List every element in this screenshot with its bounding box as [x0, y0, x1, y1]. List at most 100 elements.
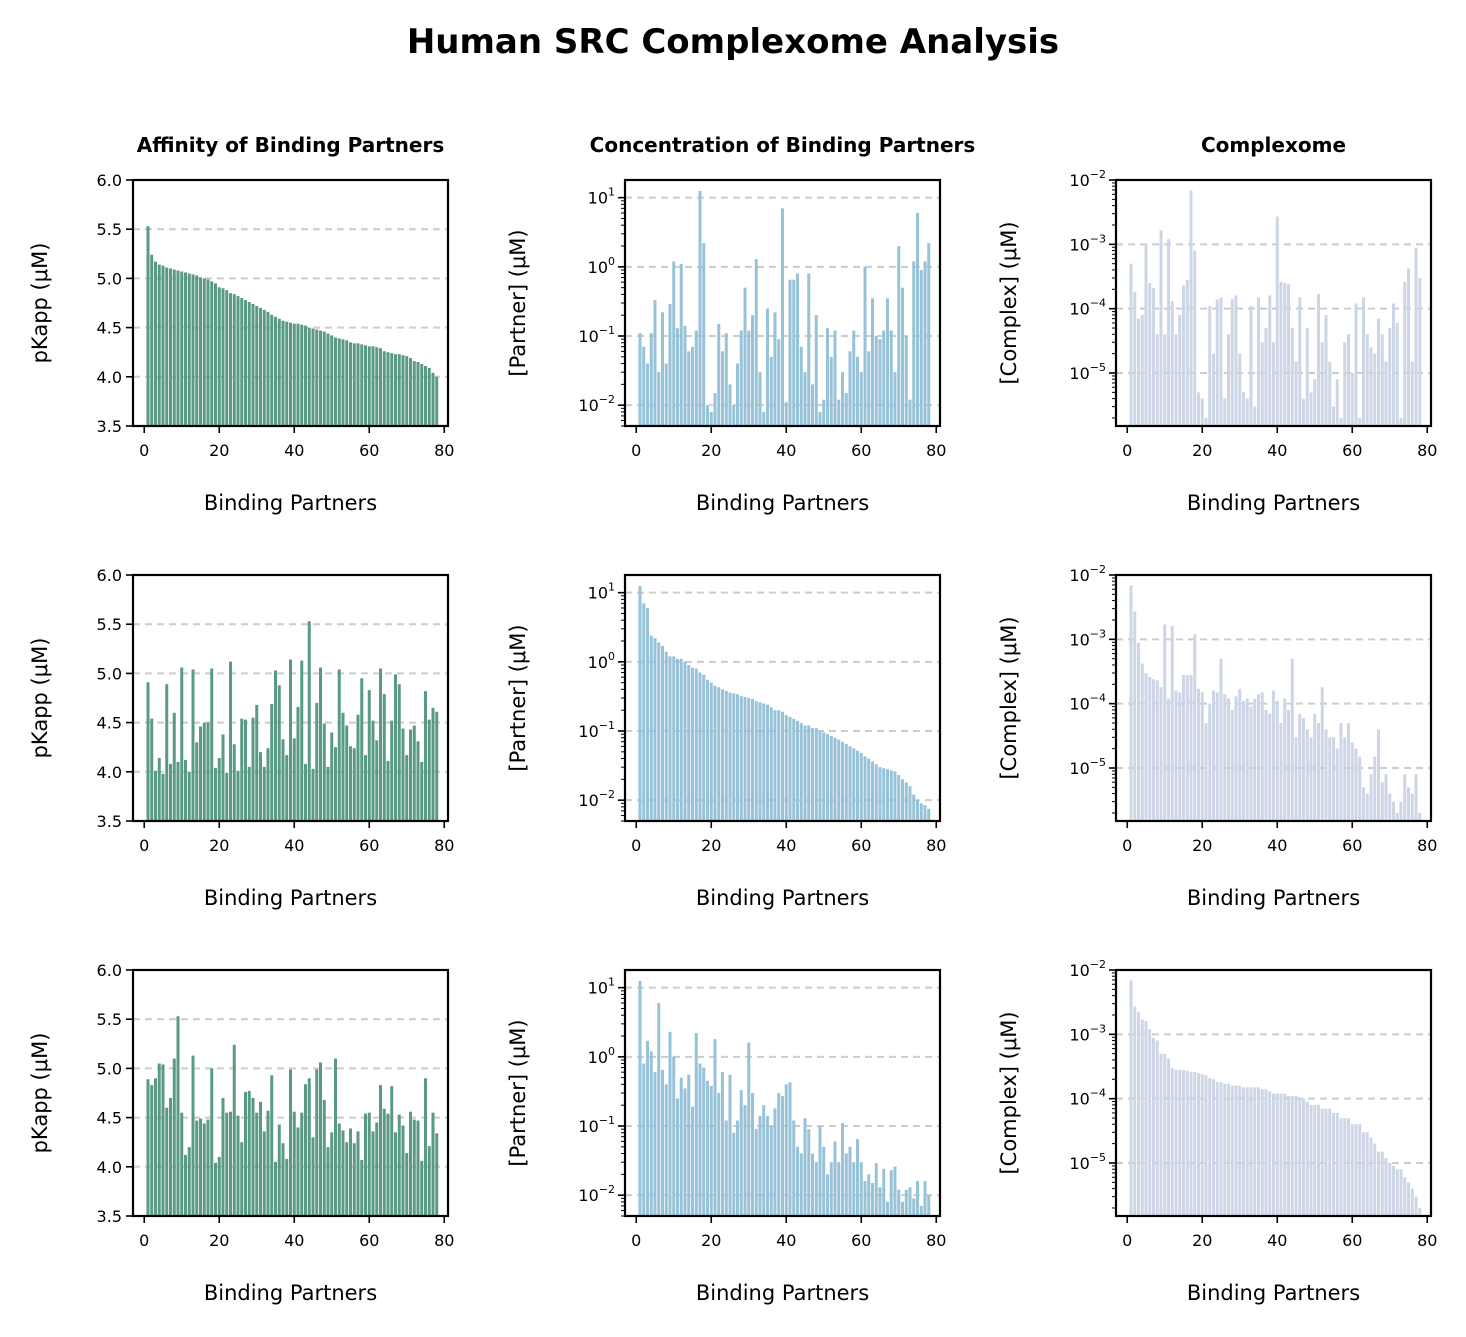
bar	[822, 399, 826, 426]
y-tick-label: 100	[588, 650, 615, 672]
bar	[829, 356, 833, 426]
bar	[1414, 1196, 1418, 1216]
bar	[837, 399, 841, 426]
bar	[668, 304, 672, 426]
bar	[1264, 1089, 1268, 1216]
bar	[1362, 1132, 1365, 1216]
x-tick-label: 20	[1192, 1231, 1212, 1250]
bar	[1324, 1108, 1328, 1216]
bar	[1317, 293, 1320, 426]
bar	[1313, 713, 1317, 821]
bar	[176, 270, 180, 426]
bar	[307, 621, 311, 821]
bar	[1204, 417, 1208, 426]
bar	[1133, 292, 1137, 426]
bar	[874, 336, 878, 426]
bar	[886, 298, 889, 426]
bar	[822, 1146, 826, 1216]
bar	[199, 726, 202, 821]
bar	[1268, 1091, 1272, 1216]
bar	[1377, 1151, 1380, 1216]
bar	[713, 1039, 717, 1216]
bar	[206, 1119, 210, 1216]
bar	[311, 328, 315, 426]
bar	[796, 720, 799, 821]
bar	[702, 674, 706, 821]
bar	[732, 693, 736, 821]
bar	[367, 1112, 371, 1216]
bar	[154, 261, 157, 426]
bar	[356, 343, 360, 426]
bar	[266, 1110, 270, 1216]
bar	[1215, 692, 1219, 821]
bar	[221, 734, 225, 821]
axes-frame	[1114, 573, 1433, 823]
x-axis-label: Binding Partners	[1187, 1281, 1360, 1305]
bar	[326, 766, 330, 821]
bar	[927, 1195, 931, 1216]
bar	[833, 737, 837, 821]
bar	[1170, 1067, 1174, 1216]
bar	[319, 330, 322, 426]
bar	[683, 325, 687, 426]
bar	[886, 1201, 889, 1216]
bar	[1253, 406, 1257, 426]
bar	[1283, 698, 1287, 821]
y-axis-label: [Complex] (μM)	[997, 1011, 1021, 1174]
bar	[1392, 303, 1395, 426]
bar	[664, 363, 668, 426]
bar	[1200, 398, 1204, 426]
bar	[1287, 709, 1290, 821]
bar	[1167, 1058, 1170, 1216]
bar	[844, 392, 848, 426]
subplot-r1-c0: 0 20 40 60 80 3.5 4.0 4.5 5.0 5.5 6.0 Binding Partn…	[28, 566, 454, 910]
bar	[1384, 774, 1388, 821]
bar	[747, 330, 751, 426]
bar	[1212, 353, 1215, 426]
y-axis-label: [Complex] (μM)	[997, 616, 1021, 779]
bar	[867, 351, 871, 426]
x-axis-label: Binding Partners	[1187, 886, 1360, 910]
bar	[1144, 243, 1148, 426]
bar	[1174, 690, 1178, 821]
x-tick-label: 40	[284, 836, 304, 855]
x-tick-label: 60	[851, 836, 871, 855]
bar	[274, 316, 277, 426]
bar	[285, 1158, 289, 1216]
bar	[889, 1170, 893, 1216]
bar	[781, 711, 784, 821]
bar	[1204, 723, 1208, 821]
bar	[1328, 361, 1332, 426]
bar	[390, 720, 394, 821]
bar	[262, 766, 266, 821]
bar	[251, 717, 255, 821]
bar	[672, 261, 676, 426]
bar	[409, 729, 412, 821]
bar	[1234, 295, 1238, 426]
bar	[349, 342, 352, 426]
bar	[266, 748, 270, 821]
bar	[833, 330, 837, 426]
bar	[1313, 1104, 1317, 1216]
bar	[157, 264, 161, 426]
y-tick-label: 5.5	[97, 1010, 122, 1029]
x-tick-label: 0	[1122, 1231, 1132, 1250]
bar	[1320, 1108, 1324, 1216]
y-axis-label: pKapp (μM)	[28, 243, 52, 364]
bar	[184, 1154, 187, 1216]
bar	[367, 346, 371, 426]
bar	[236, 296, 240, 426]
bar	[169, 268, 172, 426]
x-tick-label: 20	[209, 836, 229, 855]
bar	[1227, 334, 1230, 426]
bar	[371, 1131, 375, 1216]
bar	[646, 363, 649, 426]
bar	[232, 744, 236, 821]
bar	[165, 267, 169, 426]
bar	[829, 1162, 833, 1216]
bar	[292, 323, 296, 426]
bar	[638, 333, 642, 426]
bar	[319, 1062, 322, 1216]
bar	[1234, 1085, 1238, 1216]
